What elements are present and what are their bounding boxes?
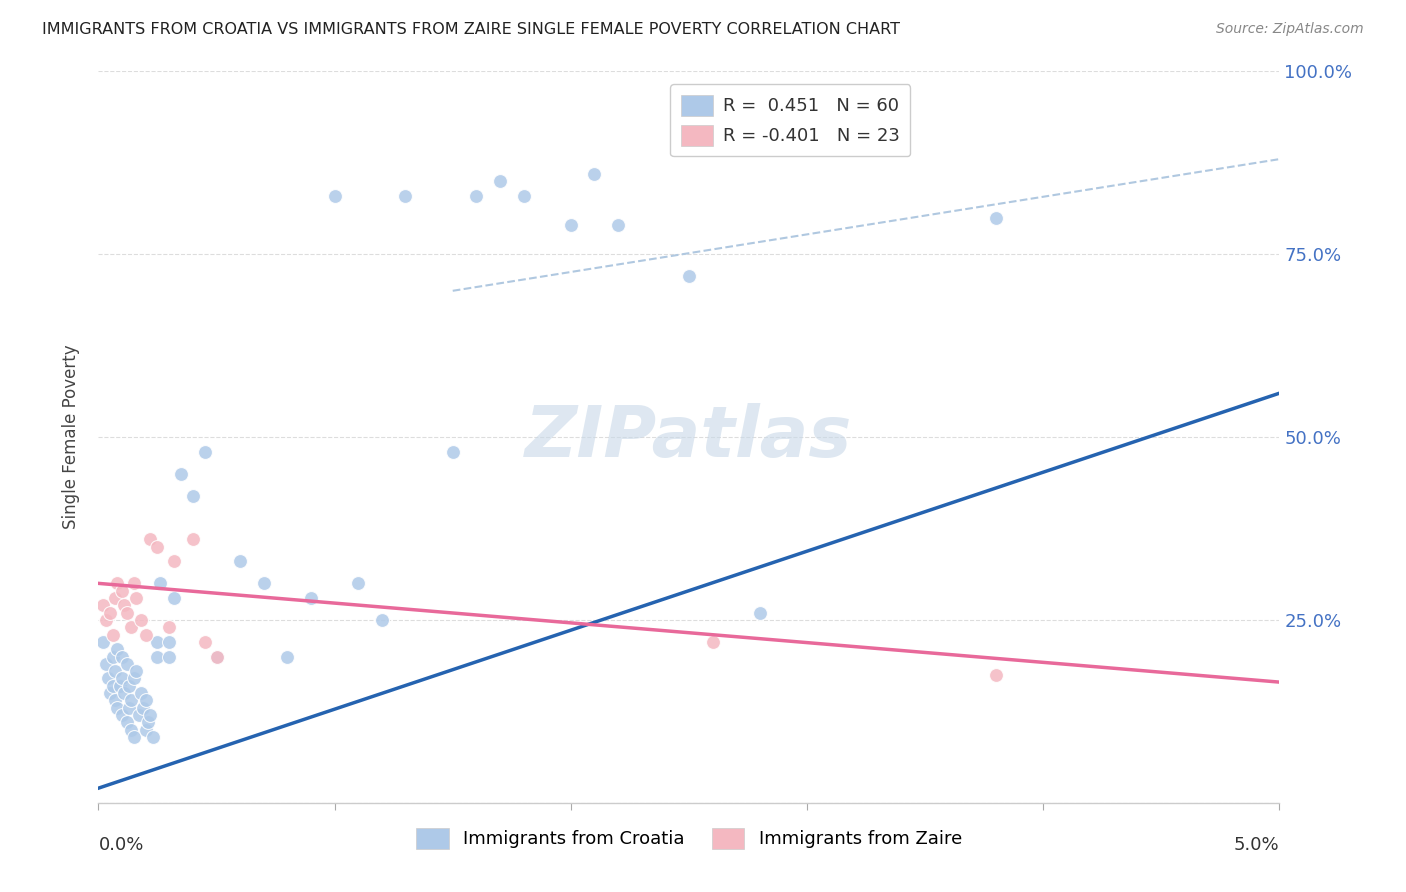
Point — [98, 686, 121, 700]
Point — [135, 627, 157, 641]
Point — [253, 576, 276, 591]
Point — [607, 218, 630, 232]
Point — [129, 686, 152, 700]
Point — [101, 679, 124, 693]
Point — [163, 554, 186, 568]
Point — [122, 730, 145, 744]
Point — [98, 606, 121, 620]
Point — [135, 723, 157, 737]
Point — [560, 218, 582, 232]
Point — [121, 693, 143, 707]
Point — [111, 583, 134, 598]
Point — [163, 591, 186, 605]
Point — [104, 693, 127, 707]
Point — [205, 649, 228, 664]
Point — [121, 723, 143, 737]
Point — [101, 627, 124, 641]
Point — [194, 444, 217, 458]
Point — [135, 693, 157, 707]
Point — [157, 620, 180, 634]
Point — [115, 657, 138, 671]
Point — [146, 540, 169, 554]
Point — [146, 649, 169, 664]
Point — [276, 649, 298, 664]
Point — [129, 613, 152, 627]
Text: ZIPatlas: ZIPatlas — [526, 402, 852, 472]
Point — [94, 657, 117, 671]
Point — [118, 679, 141, 693]
Point — [394, 188, 416, 202]
Point — [125, 664, 148, 678]
Point — [139, 708, 162, 723]
Point — [108, 679, 131, 693]
Point — [157, 649, 180, 664]
Point — [748, 606, 770, 620]
Point — [678, 269, 700, 284]
Point — [94, 613, 117, 627]
Point — [118, 700, 141, 714]
Point — [105, 576, 128, 591]
Point — [91, 599, 114, 613]
Point — [142, 730, 165, 744]
Point — [101, 649, 124, 664]
Point — [125, 591, 148, 605]
Point — [105, 642, 128, 657]
Point — [157, 635, 180, 649]
Point — [111, 672, 134, 686]
Point — [111, 708, 134, 723]
Point — [112, 686, 135, 700]
Point — [194, 635, 217, 649]
Point — [121, 620, 143, 634]
Point — [122, 576, 145, 591]
Point — [91, 635, 114, 649]
Point — [115, 715, 138, 730]
Point — [347, 576, 370, 591]
Point — [702, 635, 724, 649]
Point — [146, 635, 169, 649]
Point — [181, 489, 204, 503]
Point — [371, 613, 394, 627]
Point — [984, 667, 1007, 681]
Point — [104, 591, 127, 605]
Point — [112, 599, 135, 613]
Point — [181, 533, 204, 547]
Text: 5.0%: 5.0% — [1234, 837, 1279, 855]
Text: 0.0%: 0.0% — [98, 837, 143, 855]
Point — [441, 444, 464, 458]
Point — [465, 188, 488, 202]
Point — [205, 649, 228, 664]
Point — [97, 672, 120, 686]
Point — [984, 211, 1007, 225]
Point — [323, 188, 346, 202]
Point — [122, 672, 145, 686]
Point — [136, 715, 159, 730]
Point — [489, 174, 512, 188]
Point — [111, 649, 134, 664]
Point — [115, 606, 138, 620]
Point — [149, 576, 172, 591]
Point — [132, 700, 155, 714]
Point — [139, 533, 162, 547]
Point — [583, 167, 606, 181]
Point — [299, 591, 322, 605]
Point — [104, 664, 127, 678]
Point — [105, 700, 128, 714]
Point — [229, 554, 252, 568]
Y-axis label: Single Female Poverty: Single Female Poverty — [62, 345, 80, 529]
Point — [170, 467, 193, 481]
Text: Source: ZipAtlas.com: Source: ZipAtlas.com — [1216, 22, 1364, 37]
Text: IMMIGRANTS FROM CROATIA VS IMMIGRANTS FROM ZAIRE SINGLE FEMALE POVERTY CORRELATI: IMMIGRANTS FROM CROATIA VS IMMIGRANTS FR… — [42, 22, 900, 37]
Point — [512, 188, 534, 202]
Legend: Immigrants from Croatia, Immigrants from Zaire: Immigrants from Croatia, Immigrants from… — [409, 821, 969, 856]
Point — [128, 708, 150, 723]
